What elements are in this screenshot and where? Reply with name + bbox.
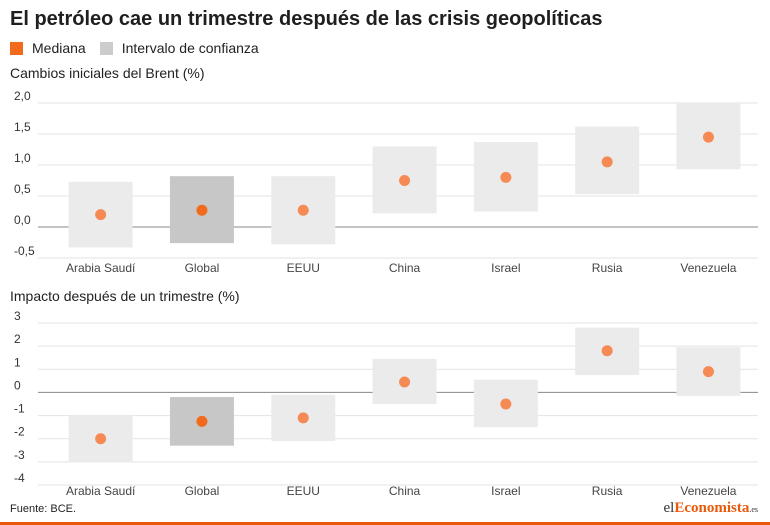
y-tick-label: -1 <box>14 402 25 416</box>
y-tick-label: -2 <box>14 425 25 439</box>
y-tick-label: -3 <box>14 448 25 462</box>
legend-label-confidence: Intervalo de confianza <box>121 40 259 56</box>
y-tick-label: 2,0 <box>14 89 31 103</box>
category-label: Israel <box>491 484 520 498</box>
category-label: Global <box>185 261 220 275</box>
category-label: Venezuela <box>680 484 736 498</box>
median-point <box>399 175 411 186</box>
category-label: Venezuela <box>680 261 736 275</box>
median-point <box>95 433 107 445</box>
median-point <box>95 209 107 221</box>
bottom-accent-bar <box>0 522 770 525</box>
y-tick-label: 3 <box>14 309 21 323</box>
median-point <box>702 131 714 143</box>
y-tick-label: 0,5 <box>14 182 31 196</box>
chart-bottom: 3 2 1 0 -1 -2 -3 -4 Arabia Saudí Global EEUU China I… <box>14 309 758 498</box>
legend-item-median: Mediana <box>10 40 86 56</box>
y-tick-label: 1 <box>14 355 21 369</box>
y-tick-label: 0,0 <box>14 213 31 227</box>
median-point <box>500 398 512 410</box>
y-tick-label: 1,5 <box>14 120 31 134</box>
chart-bottom-title: Impacto después de un trimestre (%) <box>10 288 240 304</box>
legend-swatch-confidence <box>99 41 113 55</box>
category-label: China <box>389 261 421 275</box>
y-tick-label: -4 <box>14 471 25 485</box>
source-note: Fuente: BCE. <box>10 503 77 515</box>
median-point <box>297 412 309 424</box>
category-label: Arabia Saudí <box>66 261 136 275</box>
category-label: EEUU <box>287 261 320 275</box>
category-label: Rusia <box>592 261 623 275</box>
legend-swatch-median <box>10 41 23 55</box>
category-label: Israel <box>491 261 520 275</box>
category-label: EEUU <box>287 484 320 498</box>
median-point <box>601 156 613 168</box>
brand-logo: elEconomista.es <box>663 500 759 516</box>
y-tick-label: 1,0 <box>14 151 31 165</box>
category-label: China <box>389 484 421 498</box>
median-point <box>196 204 208 216</box>
category-label: Global <box>185 484 220 498</box>
chart-title: El petróleo cae un trimestre después de … <box>10 8 603 30</box>
category-label: Arabia Saudí <box>66 484 136 498</box>
median-point <box>601 345 613 357</box>
median-point <box>399 376 411 388</box>
median-point <box>500 171 512 183</box>
chart-top: 2,0 1,5 1,0 0,5 0,0 -0,5 Arabia Saudí Global EEU… <box>14 89 758 275</box>
legend-item-confidence: Intervalo de confianza <box>99 40 259 56</box>
chart-top-title: Cambios iniciales del Brent (%) <box>10 65 205 81</box>
median-point <box>297 204 309 216</box>
median-point <box>702 366 714 378</box>
median-point <box>196 415 208 427</box>
legend-label-median: Mediana <box>32 40 86 56</box>
y-tick-label: 2 <box>14 332 21 346</box>
y-tick-label: 0 <box>14 378 21 392</box>
y-tick-label: -0,5 <box>14 244 35 258</box>
category-label: Rusia <box>592 484 623 498</box>
legend: Mediana Intervalo de confianza <box>10 40 273 56</box>
